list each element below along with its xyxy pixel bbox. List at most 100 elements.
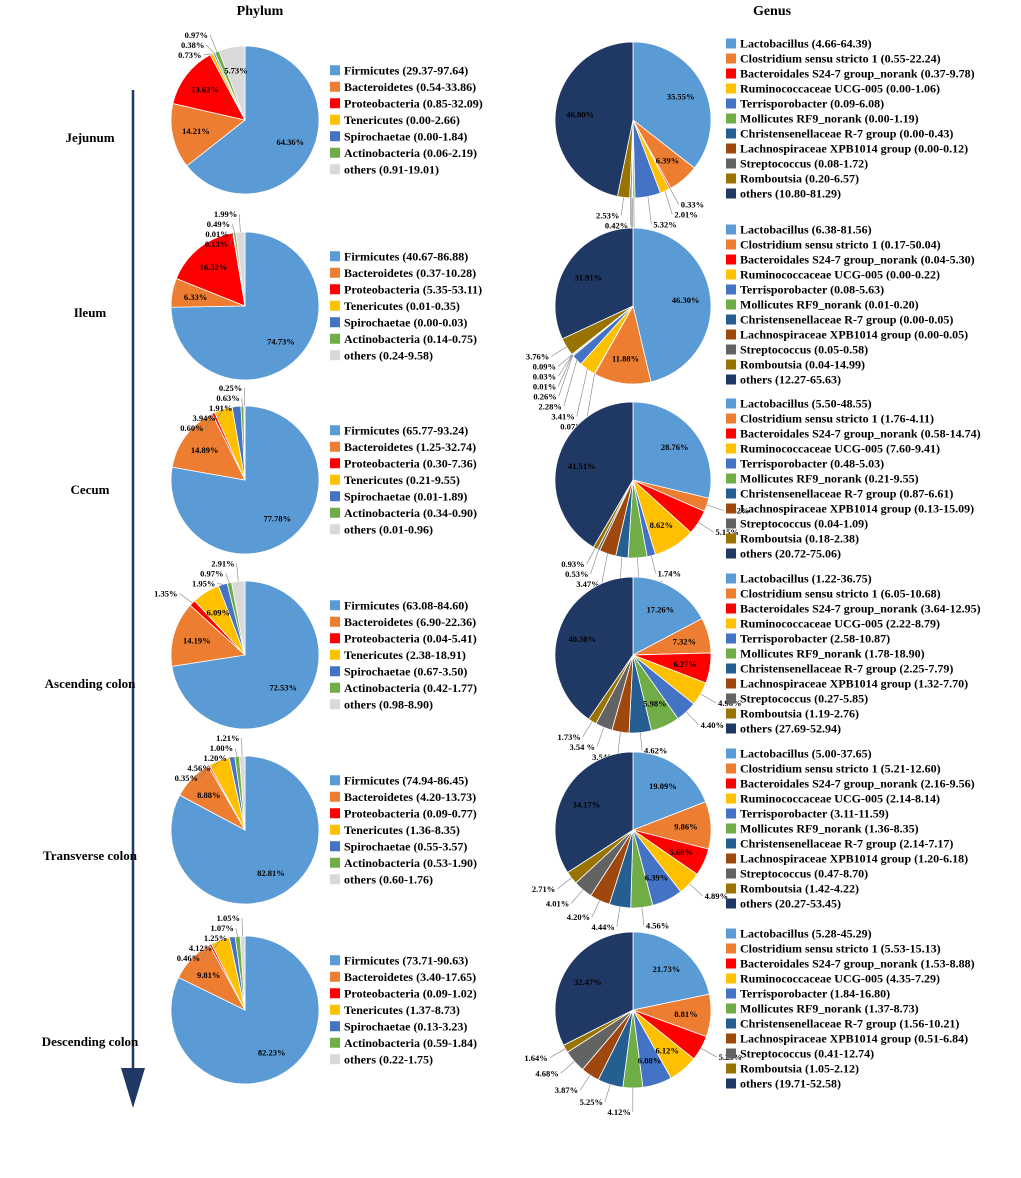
genus-cecum-legend-swatch-7 [726, 504, 736, 514]
phylum-descending-colon-legend-swatch-5 [330, 1038, 340, 1048]
genus-ileum-legend-swatch-7 [726, 330, 736, 340]
genus-pie-ascending-colon: 17.26%7.32%6.27%5.98%40.38%4.96%4.40%4.6… [555, 577, 742, 762]
genus-descending-colon-legend-entry-9: Romboutsia (1.05-2.12) [740, 1062, 859, 1076]
phylum-transverse-colon-legend-entry-1: Bacteroidetes (4.20-13.73) [344, 790, 476, 804]
phylum-ascending-colon-legend-entry-4: Spirochaetae (0.67-3.50) [344, 664, 467, 678]
genus-jejunum-legend-swatch-10 [726, 189, 736, 199]
genus-ascending-colon-legend-entry-3: Ruminococcaceae UCG-005 (2.22-8.79) [740, 617, 940, 631]
genus-ascending-colon-label-2: 6.27% [674, 659, 697, 669]
genus-jejunum-leader-3 [665, 191, 672, 214]
row-label-ascending-colon: Ascending colon [45, 676, 136, 691]
genus-ascending-colon-leader-4 [686, 712, 698, 725]
genus-transverse-colon-legend-entry-4: Terrisporobacter (3.11-11.59) [740, 807, 889, 821]
genus-cecum-legend-swatch-5 [726, 474, 736, 484]
genus-ascending-colon-leader-8 [597, 727, 604, 747]
genus-ascending-colon-legend-swatch-5 [726, 649, 736, 659]
genus-descending-colon-label-3: 6.12% [656, 1046, 679, 1056]
phylum-jejunum-legend-swatch-4 [330, 131, 340, 141]
phylum-ascending-colon-legend-swatch-6 [330, 699, 340, 709]
genus-transverse-colon-legend-swatch-9 [726, 884, 736, 894]
genus-cecum-legend-entry-3: Ruminococcaceae UCG-005 (7.60-9.41) [740, 442, 940, 456]
genus-transverse-colon-label-0: 19.09% [649, 781, 677, 791]
genus-cecum-legend-entry-6: Christensenellaceae R-7 group (0.87-6.61… [740, 487, 953, 501]
phylum-descending-colon-leader-5 [236, 928, 238, 936]
phylum-cecum-legend-entry-0: Firmicutes (65.77-93.24) [344, 423, 468, 437]
gut-arrow-head [121, 1068, 145, 1108]
phylum-transverse-colon-label-5: 1.00% [210, 743, 233, 753]
phylum-cecum-legend-swatch-0 [330, 425, 340, 435]
phylum-descending-colon-legend-entry-5: Actinobacteria (0.59-1.84) [344, 1036, 477, 1050]
phylum-descending-colon-label-4: 1.25% [204, 933, 227, 943]
phylum-descending-colon-legend-entry-3: Tenericutes (1.37-8.73) [344, 1003, 460, 1017]
genus-ileum-leader-3 [577, 369, 588, 416]
genus-ileum-leader-6 [558, 355, 572, 386]
genus-transverse-colon-legend-swatch-7 [726, 854, 736, 864]
phylum-descending-colon-legend-swatch-0 [330, 955, 340, 965]
phylum-pie-descending-colon: 82.23%9.81%1.05%1.07%1.25%4.12%0.46% [171, 913, 319, 1084]
genus-transverse-colon-label-7: 4.20% [567, 912, 590, 922]
phylum-transverse-colon-legend-swatch-4 [330, 841, 340, 851]
genus-ascending-colon-legend-swatch-8 [726, 694, 736, 704]
genus-ascending-colon-label-8: 3.54 % [569, 742, 595, 752]
genus-cecum-legend-entry-5: Mollicutes RF9_norank (0.21-9.55) [740, 472, 919, 486]
row-label-jejunum: Jejunum [65, 130, 114, 145]
genus-ascending-colon-legend-entry-1: Clostridium sensu stricto 1 (6.05-10.68) [740, 587, 941, 601]
phylum-transverse-colon-legend-entry-5: Actinobacteria (0.53-1.90) [344, 856, 477, 870]
phylum-legend-ileum: Firmicutes (40.67-86.88)Bacteroidetes (0… [330, 249, 482, 362]
genus-cecum-legend-swatch-9 [726, 534, 736, 544]
genus-descending-colon-legend-swatch-7 [726, 1034, 736, 1044]
genus-descending-colon-label-9: 1.64% [524, 1053, 547, 1063]
genus-transverse-colon-legend-swatch-2 [726, 779, 736, 789]
phylum-descending-colon-label-0: 82.23% [258, 1048, 286, 1058]
genus-ascending-colon-label-0: 17.26% [647, 605, 675, 615]
genus-transverse-colon-label-1: 9.86% [674, 822, 697, 832]
phylum-ileum-legend-swatch-3 [330, 301, 340, 311]
phylum-ileum-legend-swatch-5 [330, 334, 340, 344]
phylum-ascending-colon-legend-swatch-5 [330, 683, 340, 693]
genus-transverse-colon-legend-swatch-4 [726, 809, 736, 819]
genus-descending-colon-label-4: 6.08% [638, 1055, 661, 1065]
genus-descending-colon-legend-entry-4: Terrisporobacter (1.84-16.80) [740, 987, 890, 1001]
genus-cecum-legend-swatch-2 [726, 429, 736, 439]
genus-ileum-label-7: 0.03% [533, 371, 556, 381]
phylum-cecum-legend-swatch-4 [330, 491, 340, 501]
genus-ascending-colon-label-1: 7.32% [673, 637, 696, 647]
phylum-transverse-colon-legend-swatch-0 [330, 775, 340, 785]
phylum-descending-colon-legend-entry-4: Spirochaetae (0.13-3.23) [344, 1019, 467, 1033]
genus-cecum-legend-swatch-0 [726, 399, 736, 409]
genus-jejunum-leader-9 [621, 197, 623, 215]
genus-cecum-legend-swatch-6 [726, 489, 736, 499]
phylum-ileum-legend-swatch-6 [330, 350, 340, 360]
genus-jejunum-legend-swatch-8 [726, 159, 736, 169]
phylum-legend-transverse-colon: Firmicutes (74.94-86.45) Bacteroidetes (4… [330, 773, 477, 886]
genus-descending-colon-leader-7 [580, 1075, 590, 1090]
genus-ascending-colon-legend-swatch-4 [726, 634, 736, 644]
phylum-ileum-label-2: 16.32% [200, 262, 228, 272]
phylum-jejunum-legend-entry-2: Proteobacteria (0.85-32.09) [344, 96, 483, 110]
genus-cecum-legend-entry-2: Bacteroidales S24-7 group_norank (0.58-1… [740, 427, 981, 441]
genus-ascending-colon-label-9: 1.73% [557, 732, 580, 742]
genus-jejunum-legend-entry-8: Streptococcus (0.08-1.72) [740, 157, 868, 171]
phylum-jejunum-legend-entry-4: Spirochaetae (0.00-1.84) [344, 129, 467, 143]
genus-legend-ascending-colon: Lactobacillus (1.22-36.75)Clostridium se… [726, 572, 981, 736]
genus-transverse-colon-leader-5 [642, 907, 644, 925]
phylum-ileum-legend-swatch-1 [330, 268, 340, 278]
phylum-column-title: Phylum [237, 4, 284, 19]
phylum-jejunum-label-0: 64.36% [276, 137, 304, 147]
genus-descending-colon-legend-swatch-5 [726, 1004, 736, 1014]
phylum-ileum-legend-entry-1: Bacteroidetes (0.37-10.28) [344, 266, 476, 280]
phylum-transverse-colon-legend-entry-0: Firmicutes (74.94-86.45) [344, 773, 468, 787]
genus-ileum-legend-entry-9: Romboutsia (0.04-14.99) [740, 358, 865, 372]
genus-pie-jejunum: 35.55%6.39%46.80%0.33%2.01%5.32%0.44%2.5… [555, 42, 711, 250]
genus-ileum-label-5: 0.26% [533, 391, 556, 401]
phylum-transverse-colon-legend-swatch-6 [330, 874, 340, 884]
genus-cecum-legend-entry-9: Romboutsia (0.18-2.38) [740, 532, 859, 546]
genus-jejunum-legend-swatch-3 [726, 84, 736, 94]
phylum-ileum-legend-entry-3: Tenericutes (0.01-0.35) [344, 299, 460, 313]
phylum-ileum-legend-swatch-4 [330, 317, 340, 327]
genus-ascending-colon-legend-entry-6: Christensenellaceae R-7 group (2.25-7.79… [740, 662, 953, 676]
genus-ascending-colon-legend-entry-0: Lactobacillus (1.22-36.75) [740, 572, 872, 586]
genus-ascending-colon-leader-9 [583, 721, 592, 736]
genus-jejunum-legend-entry-3: Ruminococcaceae UCG-005 (0.00-1.06) [740, 82, 940, 96]
genus-transverse-colon-leader-7 [592, 901, 600, 917]
